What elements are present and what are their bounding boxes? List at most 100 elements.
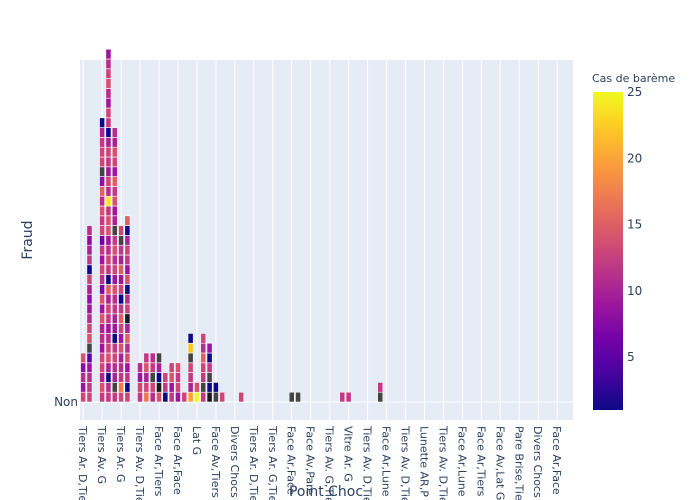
- bar-segment: [105, 78, 112, 89]
- bar-segment: [118, 235, 124, 246]
- x-tick-label: Lat G: [190, 426, 203, 455]
- bar-segment: [105, 323, 112, 334]
- bar-segment: [175, 362, 181, 373]
- bar-segment: [111, 274, 118, 285]
- bar-segment: [105, 362, 112, 373]
- bar-segment: [80, 352, 87, 364]
- bar-segment: [181, 391, 188, 403]
- bar-segment: [111, 333, 118, 344]
- bar-segment: [187, 391, 194, 403]
- bar-segment: [200, 333, 207, 344]
- bar-segment: [156, 382, 162, 393]
- x-tick-label: Face Av,Tiers: [209, 426, 222, 498]
- bar-segment: [111, 362, 118, 373]
- bar-segment: [137, 362, 143, 373]
- y-axis-title: Fraud: [20, 220, 36, 259]
- bar-segment: [118, 372, 124, 383]
- bar-segment: [105, 303, 112, 315]
- x-axis-title: Point Choc: [289, 484, 363, 500]
- x-tick-label: Face Ar,Face: [171, 426, 184, 495]
- bar-segment: [118, 264, 124, 275]
- bar-segment: [118, 323, 124, 334]
- bar-segment: [111, 382, 118, 393]
- bar-segment: [111, 313, 118, 324]
- bar-segment: [99, 244, 106, 256]
- bar-segment: [99, 235, 106, 246]
- bar-segment: [118, 362, 124, 373]
- bar-segment: [124, 382, 131, 393]
- bar-segment: [105, 372, 112, 383]
- bar-segment: [99, 254, 106, 266]
- bar-segment: [124, 235, 131, 246]
- bar-segment: [99, 352, 106, 364]
- bar-segment: [105, 146, 112, 158]
- bar-segment: [99, 176, 106, 187]
- bar-segment: [105, 342, 112, 354]
- x-tick-label: Face Av,Pare: [304, 426, 317, 495]
- bar-segment: [105, 156, 112, 168]
- bar-segment: [105, 352, 112, 364]
- bar-segment: [111, 205, 118, 217]
- bar-segment: [86, 284, 93, 295]
- bar-segment: [206, 391, 213, 403]
- bar-segment: [377, 391, 384, 403]
- bar-segment: [111, 176, 118, 187]
- bar-segment: [99, 264, 106, 275]
- bar-segment: [118, 284, 124, 295]
- colorbar: [593, 92, 623, 410]
- bar-segment: [86, 391, 93, 403]
- bar-segment: [105, 58, 112, 70]
- bar-segment: [168, 382, 175, 393]
- x-tick-labels: Tiers Ar. D,Tie Tiers Av. G Tiers Ar. G Tie…: [76, 425, 563, 500]
- colorbar-title: Cas de barème: [592, 72, 675, 85]
- colorbar-tick-label: 5: [627, 350, 635, 364]
- bar-segment: [377, 382, 384, 393]
- bar-segment: [118, 244, 124, 256]
- bar-segment: [118, 225, 124, 236]
- bar-segment: [212, 382, 219, 393]
- bar-segment: [99, 284, 106, 295]
- x-tick-label: Divers Chocs: [228, 426, 241, 498]
- bar-segment: [143, 362, 150, 373]
- bar-segment: [99, 186, 106, 197]
- bar-segment: [86, 244, 93, 256]
- x-tick-label: Tiers Av. G: [95, 425, 108, 484]
- bar-segment: [124, 303, 131, 315]
- bar-segment: [187, 382, 194, 393]
- bar-segment: [149, 352, 156, 364]
- bar-segment: [156, 391, 162, 403]
- bar-segment: [156, 352, 162, 364]
- bar-segment: [105, 225, 112, 236]
- bar-segment: [124, 372, 131, 383]
- bar-segment: [99, 372, 106, 383]
- bar-segment: [124, 323, 131, 334]
- x-tick-label: Face Ar,Lune: [380, 426, 393, 497]
- bar-segment: [111, 195, 118, 207]
- bar-segment: [111, 146, 118, 158]
- bar-segment: [86, 362, 93, 373]
- bar-segment: [105, 127, 112, 138]
- bar-segment: [99, 323, 106, 334]
- bar-segment: [86, 274, 93, 285]
- bar-segment: [206, 372, 213, 383]
- bar-segment: [111, 284, 118, 295]
- bar-segment: [99, 391, 106, 403]
- bar-segment: [124, 254, 131, 266]
- bar-segment: [111, 254, 118, 266]
- bar-segment: [143, 391, 150, 403]
- bar-segment: [86, 264, 93, 275]
- bar-segment: [105, 97, 112, 109]
- bar-segment: [99, 313, 106, 324]
- bar-segment: [105, 254, 112, 266]
- colorbar-tick-label: 25: [627, 85, 642, 99]
- bar-segment: [111, 293, 118, 305]
- bar-segment: [168, 362, 175, 373]
- x-tick-label: Tiers Av. D,Tie: [361, 425, 374, 500]
- bar-segment: [118, 352, 124, 364]
- bar-segment: [175, 391, 181, 403]
- bar-segment: [118, 342, 124, 354]
- x-tick-label: Tiers Ar. G,Tie: [266, 425, 279, 500]
- bar-segment: [345, 391, 352, 403]
- bar-segment: [105, 117, 112, 128]
